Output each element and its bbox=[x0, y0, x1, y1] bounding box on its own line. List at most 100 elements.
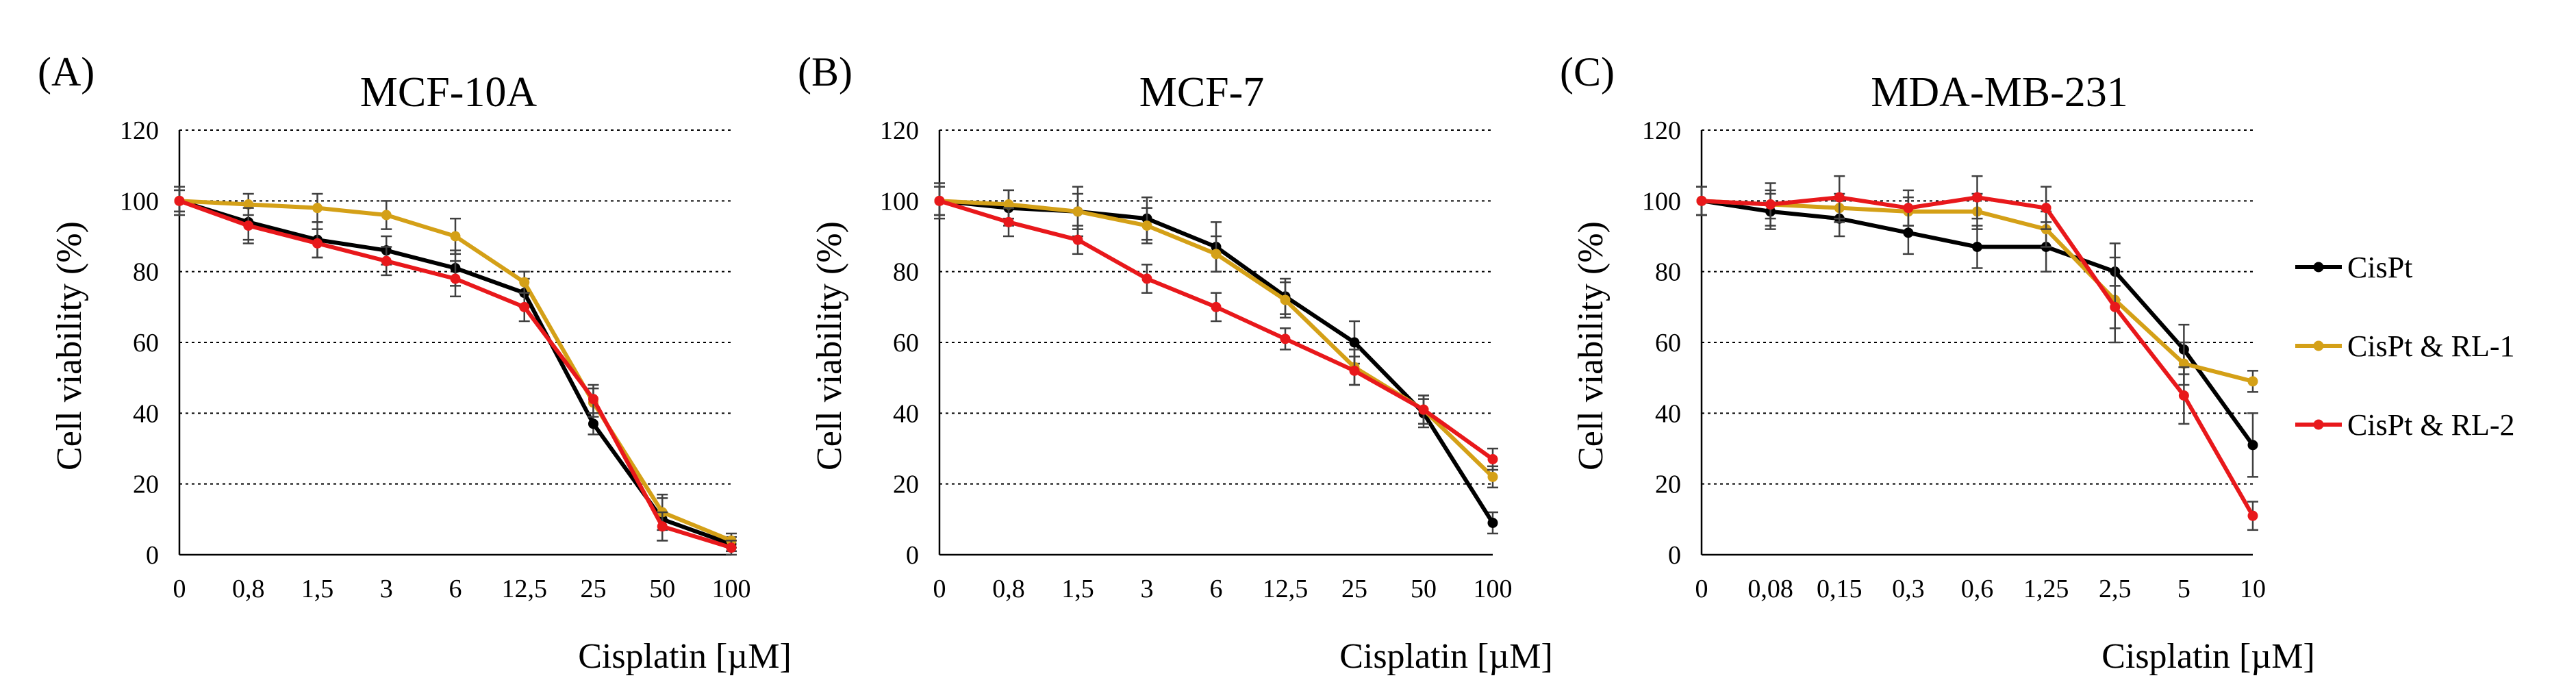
panel-a-series-2-point bbox=[657, 521, 668, 532]
panel-a-series-2-point bbox=[312, 238, 323, 249]
panel-c-series-2-point bbox=[2247, 510, 2258, 521]
panel-b-xtick-label: 100 bbox=[1474, 575, 1513, 603]
legend-label: CisPt & RL-2 bbox=[2347, 408, 2515, 442]
panel-b: (B) MCF-7 0 20 40 60 80 100 120 0 0,8 1,5 3 6 12,5 25… bbox=[798, 49, 1553, 676]
panel-c-series-2-point bbox=[2041, 203, 2051, 214]
panel-b-xtick-label: 0 bbox=[933, 575, 946, 603]
panel-b-ytick-label: 100 bbox=[880, 187, 919, 216]
panel-c-ytick-label: 60 bbox=[1655, 329, 1681, 357]
panel-b-title: MCF-7 bbox=[1139, 69, 1265, 116]
panel-a-ytick-label: 60 bbox=[133, 329, 159, 357]
legend-swatch-marker bbox=[2313, 340, 2324, 351]
panel-b-series-1-point bbox=[1487, 471, 1498, 482]
panel-c-series-2-point bbox=[1765, 199, 1776, 210]
panel-b-series-2-point bbox=[1003, 216, 1014, 227]
legend-item: CisPt bbox=[2295, 251, 2412, 284]
panel-b-ytick-label: 60 bbox=[893, 329, 919, 357]
panel-b-series-0-point bbox=[1349, 337, 1360, 348]
panel-b-series-1-point bbox=[1072, 206, 1083, 217]
panel-b-series-2-point bbox=[1072, 234, 1083, 245]
legend: CisPt CisPt & RL-1 CisPt & RL-2 bbox=[2295, 251, 2515, 442]
panel-a-ytick-label: 100 bbox=[120, 187, 159, 216]
legend-item: CisPt & RL-2 bbox=[2295, 408, 2515, 442]
panel-a-series-0-point bbox=[588, 418, 598, 429]
panel-b-series-2-point bbox=[1280, 334, 1291, 344]
panel-c-ytick-label: 0 bbox=[1668, 541, 1681, 570]
panel-c-ytick-label: 100 bbox=[1642, 187, 1681, 216]
panel-b-ytick-label: 80 bbox=[893, 258, 919, 287]
panel-b-series-1-point bbox=[1280, 294, 1291, 305]
panel-a-series-2-point bbox=[381, 255, 392, 266]
panel-c-xtick-label: 2,5 bbox=[2099, 575, 2132, 603]
panel-a-ytick-label: 0 bbox=[146, 541, 159, 570]
panel-b-ytick-label: 0 bbox=[906, 541, 919, 570]
panel-b-xtick-label: 25 bbox=[1341, 575, 1367, 603]
panel-b-ytick-label: 120 bbox=[880, 116, 919, 145]
panel-b-ylabel: Cell viability (%) bbox=[810, 221, 849, 470]
panel-b-series-2-point bbox=[934, 195, 945, 206]
panel-a-letter: (A) bbox=[38, 49, 94, 95]
panel-b-letter: (B) bbox=[798, 49, 853, 95]
panel-a-title: MCF-10A bbox=[360, 69, 538, 116]
panel-b-ytick-label: 40 bbox=[893, 399, 919, 428]
panel-c-series-2-point bbox=[1834, 192, 1845, 203]
panel-a-ytick-label: 120 bbox=[120, 116, 159, 145]
panel-a-xtick-label: 3 bbox=[380, 575, 393, 603]
panel-b-series-2-point bbox=[1349, 365, 1360, 376]
panel-a-series-2-point bbox=[243, 221, 254, 231]
legend-swatch-marker bbox=[2313, 419, 2324, 430]
panel-b-series-2-point bbox=[1141, 273, 1152, 284]
panel-c-xtick-label: 0,08 bbox=[1747, 575, 1793, 603]
panel-b-plot: 0 20 40 60 80 100 120 0 0,8 1,5 3 6 12,5 25 50 100 bbox=[880, 116, 1513, 603]
panel-c-xtick-label: 10 bbox=[2240, 575, 2266, 603]
panel-a-plot: 0 20 40 60 80 100 120 0 0,8 1,5 3 6 12,5 25 50 100 bbox=[120, 116, 751, 603]
panel-a-xtick-label: 50 bbox=[649, 575, 675, 603]
panel-a-ytick-label: 20 bbox=[133, 470, 159, 499]
panel-a: (A) MCF-10A 0 20 40 60 80 100 120 0 0,8 1,5 3 6 12,5… bbox=[38, 49, 792, 676]
panel-c-xtick-label: 1,25 bbox=[2023, 575, 2069, 603]
panel-c-letter: (C) bbox=[1560, 49, 1615, 95]
legend-label: CisPt bbox=[2347, 251, 2412, 284]
panel-a-series-2-point bbox=[519, 301, 530, 312]
panel-c-series-2-point bbox=[1903, 203, 1914, 214]
legend-label: CisPt & RL-1 bbox=[2347, 329, 2515, 363]
panel-a-series-1-point bbox=[381, 210, 392, 221]
panel-a-series-1-point bbox=[519, 277, 530, 288]
panel-b-series-1-point bbox=[1141, 221, 1152, 231]
panel-a-series-2 bbox=[174, 189, 737, 556]
panel-b-xtick-label: 0,8 bbox=[992, 575, 1025, 603]
panel-c-series-1-point bbox=[2178, 358, 2189, 369]
panel-c-xlabel: Cisplatin [µM] bbox=[2101, 637, 2315, 676]
panel-c-series-2-point bbox=[2110, 301, 2121, 312]
panel-a-series-2-point bbox=[450, 273, 461, 284]
panel-c-title: MDA-MB-231 bbox=[1871, 69, 2127, 116]
panel-c-series-0 bbox=[1696, 186, 2258, 478]
panel-a-series-1 bbox=[174, 189, 737, 549]
panel-c-series-0-point bbox=[2247, 440, 2258, 451]
panel-c-ylabel: Cell viability (%) bbox=[1571, 221, 1611, 470]
panel-a-xtick-label: 0 bbox=[173, 575, 186, 603]
panel-b-xtick-label: 12,5 bbox=[1263, 575, 1309, 603]
panel-c-ytick-label: 20 bbox=[1655, 470, 1681, 499]
panel-a-xtick-label: 12,5 bbox=[502, 575, 548, 603]
panel-a-series-2-point bbox=[174, 195, 185, 206]
panel-b-xtick-label: 3 bbox=[1141, 575, 1154, 603]
panel-b-series-2-point bbox=[1211, 301, 1222, 312]
panel-a-ytick-label: 80 bbox=[133, 258, 159, 287]
panel-c-xtick-label: 5 bbox=[2177, 575, 2190, 603]
panel-a-xtick-label: 1,5 bbox=[301, 575, 334, 603]
panel-a-xlabel: Cisplatin [µM] bbox=[578, 637, 792, 676]
panel-c-series-2 bbox=[1696, 175, 2258, 531]
panel-b-xtick-label: 6 bbox=[1210, 575, 1223, 603]
panel-a-series-2-point bbox=[726, 542, 737, 553]
panel-c-xtick-label: 0,6 bbox=[1961, 575, 1994, 603]
panel-c-series-2-point bbox=[1972, 192, 1982, 203]
panel-c-series-0-point bbox=[1972, 242, 1982, 252]
panel-c-series-2-point bbox=[2178, 390, 2189, 401]
panel-a-xtick-label: 6 bbox=[449, 575, 462, 603]
panel-b-series-2 bbox=[934, 186, 1498, 471]
panel-c-series-2-point bbox=[1696, 195, 1707, 206]
panel-c-series-0-point bbox=[1903, 227, 1914, 238]
